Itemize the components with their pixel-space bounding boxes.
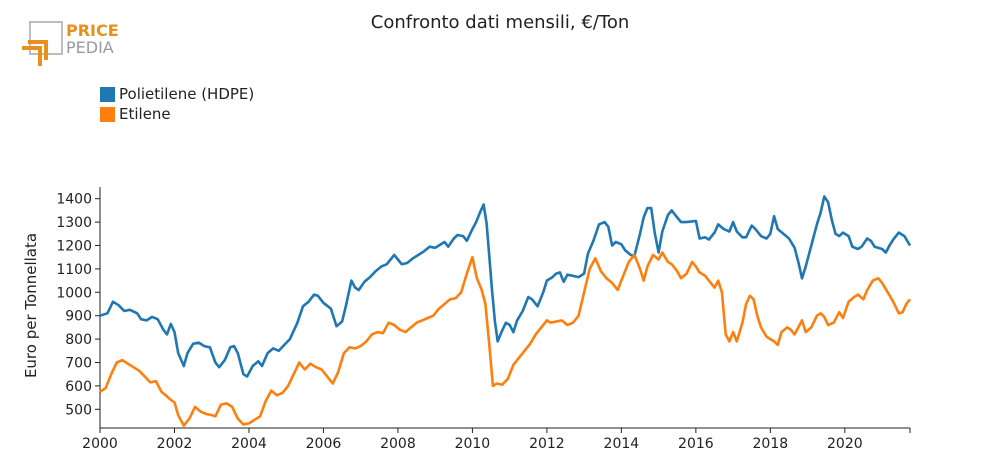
- x-tick-label: 2014: [604, 436, 640, 452]
- y-tick-label: 1200: [56, 238, 92, 254]
- series-line-hdpe[interactable]: [99, 195, 912, 378]
- y-tick-label: 1300: [56, 215, 92, 231]
- x-tick-label: 2004: [231, 436, 267, 452]
- legend-label-hdpe: Polietilene (HDPE): [119, 85, 255, 103]
- x-tick-label: 2000: [82, 436, 118, 452]
- pricepedia-logo: PRICE PEDIA: [18, 18, 128, 70]
- y-tick-label: 900: [65, 309, 92, 325]
- y-tick-label: 500: [65, 402, 92, 418]
- legend-label-etilene: Etilene: [119, 105, 171, 123]
- y-tick-label: 1100: [56, 262, 92, 278]
- logo-bracket-outer: [22, 46, 42, 66]
- chart-title: Confronto dati mensili, €/Ton: [370, 12, 630, 33]
- y-axis-title: Euro per Tonnellata: [22, 233, 40, 378]
- y-tick-label: 700: [65, 355, 92, 371]
- legend-swatch-hdpe: [100, 86, 115, 102]
- x-tick-label: 2002: [157, 436, 193, 452]
- logo-bracket-inner: [28, 40, 48, 60]
- legend-item-hdpe[interactable]: Polietilene (HDPE): [100, 84, 254, 104]
- legend-item-etilene[interactable]: Etilene: [100, 104, 254, 124]
- logo-word-price: PRICE: [66, 21, 119, 40]
- y-tick-label: 600: [65, 379, 92, 395]
- x-tick-label: 2006: [306, 436, 342, 452]
- chart-axes: 500 600 700 800 900 1000 1100 1200 1300 1400 2000 2…: [56, 187, 911, 452]
- x-tick-label: 2018: [753, 436, 789, 452]
- logo-word-pedia: PEDIA: [66, 38, 114, 57]
- x-tick-label: 2008: [380, 436, 416, 452]
- x-tick-label: 2012: [529, 436, 565, 452]
- y-tick-label: 1400: [56, 192, 92, 208]
- y-tick-label: 1000: [56, 285, 92, 301]
- x-tick-label: 2016: [678, 436, 714, 452]
- chart-series: [99, 195, 912, 427]
- x-tick-label: 2020: [827, 436, 863, 452]
- legend-swatch-etilene: [100, 106, 115, 122]
- chart-legend: Polietilene (HDPE) Etilene: [100, 84, 254, 124]
- x-tick-label: 2010: [455, 436, 491, 452]
- y-tick-label: 800: [65, 332, 92, 348]
- series-line-etilene[interactable]: [99, 251, 912, 427]
